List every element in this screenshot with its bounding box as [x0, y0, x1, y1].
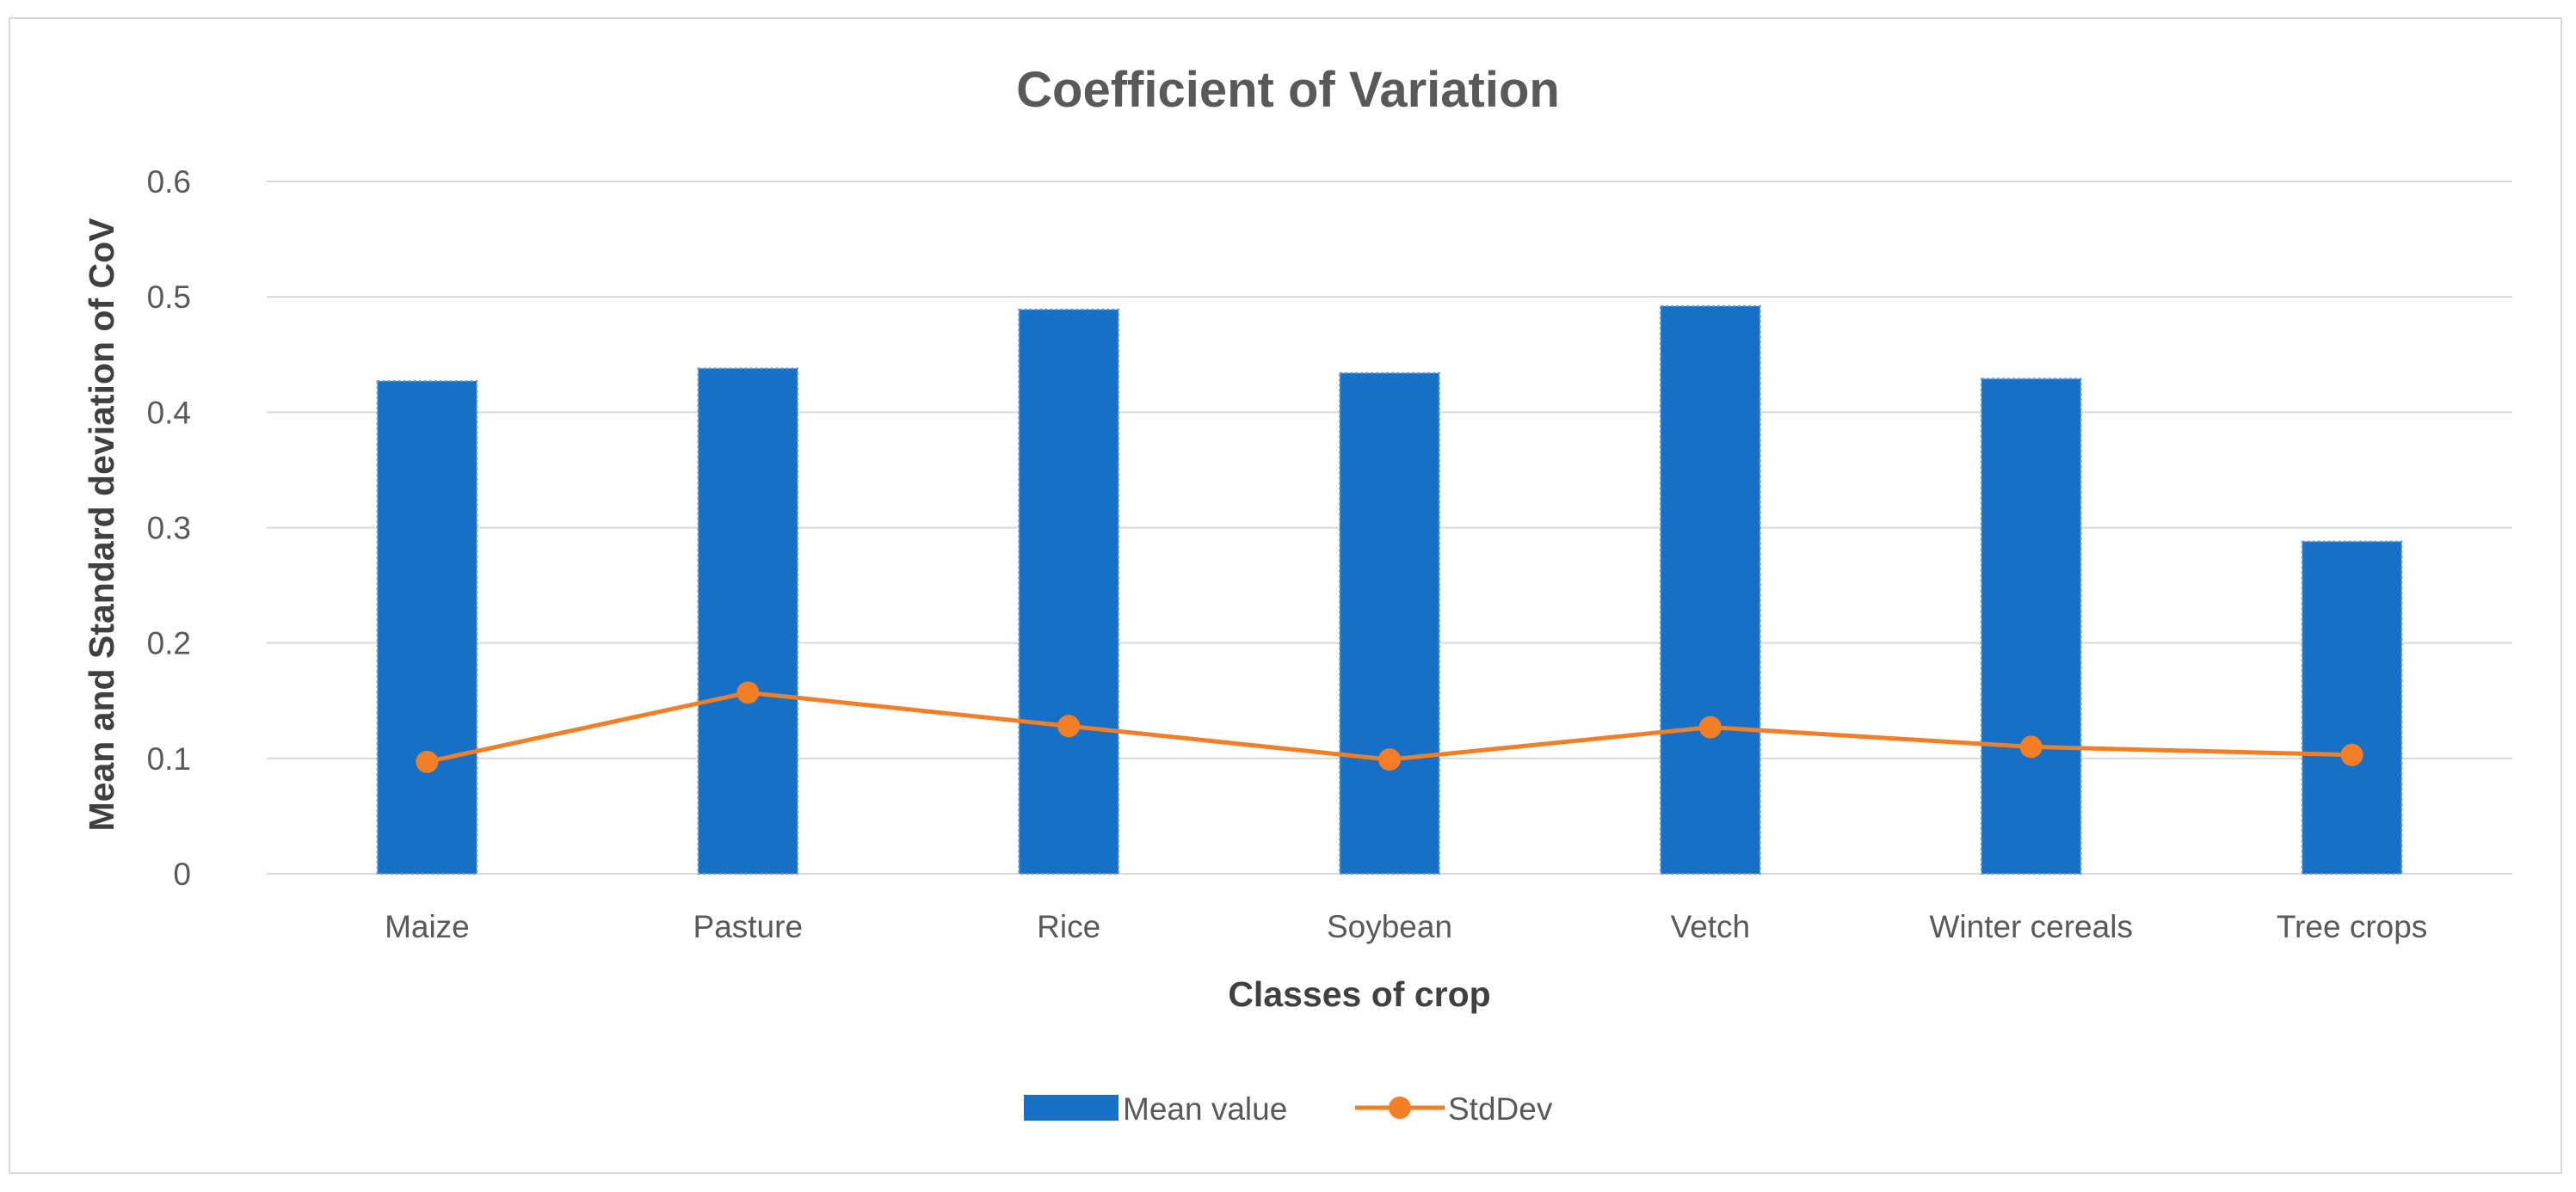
x-tick-label: Pasture	[693, 909, 804, 944]
bar-soybean	[1339, 372, 1440, 875]
bar-vetch	[1660, 304, 1761, 875]
y-axis-title: Mean and Standard deviation of CoV	[82, 218, 121, 832]
x-axis-title: Classes of crop	[1228, 974, 1490, 1014]
chart-title: Coefficient of Variation	[1016, 62, 1560, 118]
stddev-point-soybean	[1378, 748, 1401, 771]
legend: Mean value StdDev	[1024, 1091, 1553, 1127]
bar-winter-cereals	[1980, 378, 2082, 875]
bar-tree-crops	[2301, 540, 2403, 875]
y-tick-label: 0.4	[147, 395, 191, 430]
legend-label-mean: Mean value	[1123, 1091, 1287, 1127]
y-axis-ticks: 0 0.1 0.2 0.3 0.4 0.5 0.6	[147, 164, 191, 892]
x-tick-label: Winter cereals	[1929, 909, 2132, 944]
y-tick-label: 0.3	[147, 511, 191, 546]
gridlines	[267, 181, 2512, 759]
y-tick-label: 0.1	[147, 741, 191, 777]
line-series	[416, 681, 2363, 773]
y-tick-label: 0.2	[147, 626, 191, 661]
stddev-point-maize	[416, 750, 439, 773]
legend-label-stddev: StdDev	[1448, 1091, 1553, 1127]
y-tick-label: 0	[173, 857, 191, 892]
stddev-point-vetch	[1698, 716, 1722, 739]
x-axis-ticks: Maize Pasture Rice Soybean Vetch Winter cerea…	[385, 909, 2427, 944]
y-tick-label: 0.5	[147, 280, 191, 315]
y-tick-label: 0.6	[147, 164, 191, 200]
x-tick-label: Maize	[385, 909, 470, 944]
stddev-point-tree-crops	[2340, 743, 2363, 766]
bar-rice	[1018, 308, 1119, 875]
x-tick-label: Vetch	[1671, 909, 1751, 944]
legend-swatch-stddev-marker	[1389, 1097, 1411, 1119]
bar-pasture	[697, 367, 799, 876]
bar-series	[376, 304, 2403, 876]
x-tick-label: Soybean	[1327, 909, 1452, 944]
legend-swatch-mean	[1024, 1095, 1119, 1121]
x-tick-label: Tree crops	[2277, 909, 2427, 944]
stddev-point-winter-cereals	[2019, 735, 2043, 759]
stddev-point-rice	[1057, 715, 1081, 738]
x-tick-label: Rice	[1037, 909, 1100, 944]
bar-maize	[376, 380, 478, 875]
stddev-point-pasture	[736, 681, 760, 704]
